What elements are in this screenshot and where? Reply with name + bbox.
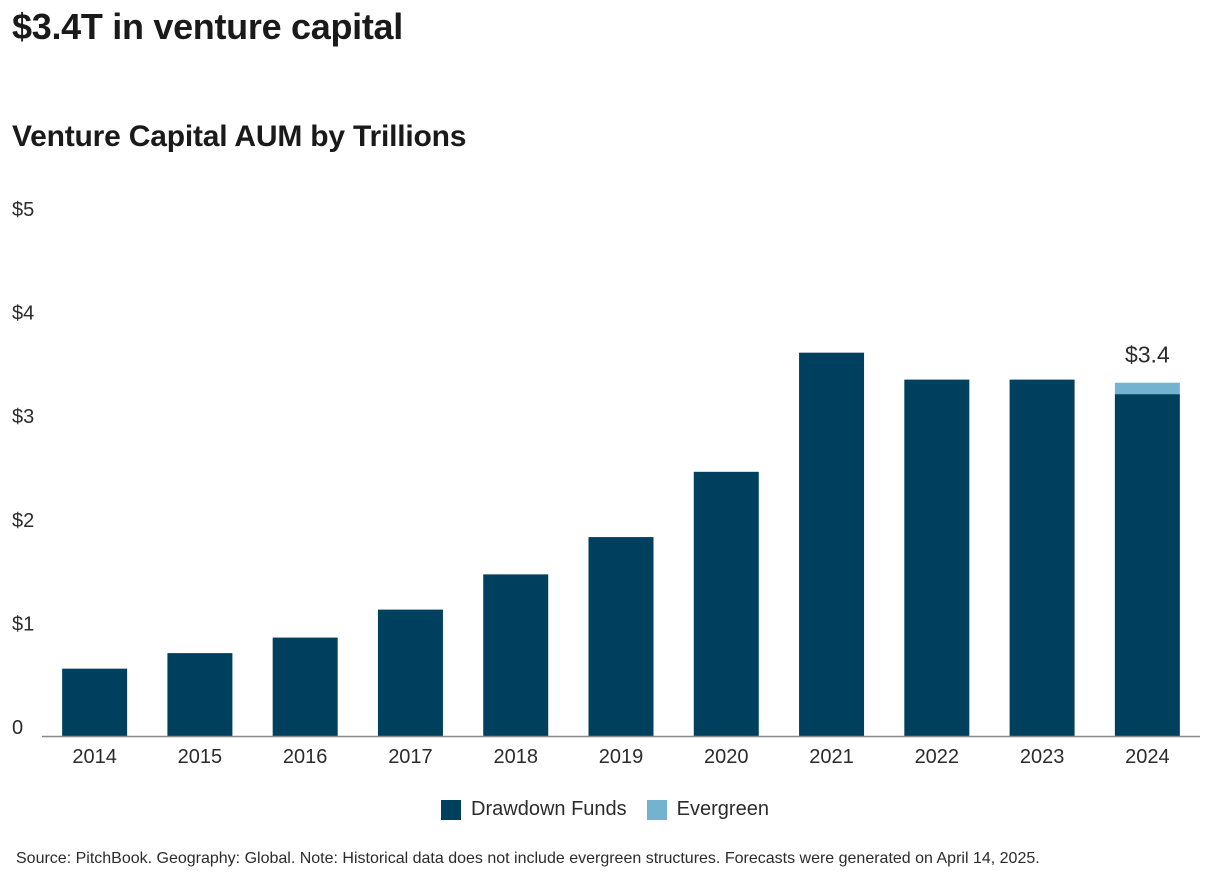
x-tick-label-2021: 2021 (809, 746, 854, 768)
bars-group (62, 352, 1180, 736)
bar-drawdown-2023 (1009, 379, 1075, 736)
x-tick-label-2024: 2024 (1125, 746, 1170, 768)
y-tick-label-2: $2 (12, 510, 34, 532)
bar-drawdown-2015 (167, 653, 233, 736)
x-tick-label-2017: 2017 (388, 746, 433, 768)
legend-label-evergreen: Evergreen (676, 798, 769, 820)
y-tick-label-0: 0 (12, 717, 23, 739)
data-label-2024: $3.4 (1125, 342, 1170, 368)
bar-drawdown-2022 (904, 379, 970, 736)
legend-swatch-evergreen (646, 799, 667, 820)
source-note: Source: PitchBook. Geography: Global. No… (16, 850, 1040, 867)
y-tick-label-4: $4 (12, 303, 34, 325)
legend-item-evergreen: Evergreen (646, 798, 769, 821)
x-tick-label-2016: 2016 (283, 746, 328, 768)
bar-drawdown-2024 (1114, 394, 1180, 736)
x-axis-ticks: 2014 2015 2016 2017 2018 2019 2020 2021 2022 2023… (72, 746, 1169, 768)
bar-drawdown-2014 (62, 668, 128, 736)
bar-drawdown-2021 (799, 352, 865, 736)
legend-item-drawdown: Drawdown Funds (441, 798, 627, 821)
bar-drawdown-2019 (588, 537, 654, 736)
bar-drawdown-2020 (693, 471, 759, 736)
x-tick-label-2015: 2015 (178, 746, 223, 768)
x-tick-label-2018: 2018 (493, 746, 538, 768)
y-tick-label-1: $1 (12, 613, 34, 635)
y-axis-ticks: 0 $1 $2 $3 $4 $5 (12, 199, 34, 739)
bar-drawdown-2017 (377, 609, 443, 736)
chart-legend: Drawdown Funds Evergreen (0, 798, 1210, 821)
x-tick-label-2023: 2023 (1020, 746, 1065, 768)
y-tick-label-5: $5 (12, 199, 34, 221)
x-tick-label-2019: 2019 (599, 746, 644, 768)
bar-evergreen-2024 (1114, 382, 1180, 395)
bar-chart: 0 $1 $2 $3 $4 $5 2014 2015 2016 2017 2018 2019 2020… (12, 199, 1200, 768)
legend-label-drawdown: Drawdown Funds (471, 798, 627, 820)
data-labels: $3.4 (1125, 342, 1170, 368)
bar-drawdown-2016 (272, 637, 338, 736)
page-headline: $3.4T in venture capital (12, 6, 403, 47)
chart-title: Venture Capital AUM by Trillions (12, 120, 467, 153)
legend-swatch-drawdown (441, 799, 462, 820)
x-tick-label-2020: 2020 (704, 746, 749, 768)
x-tick-label-2022: 2022 (915, 746, 960, 768)
x-tick-label-2014: 2014 (72, 746, 117, 768)
y-tick-label-3: $3 (12, 406, 34, 428)
bar-drawdown-2018 (483, 574, 549, 736)
